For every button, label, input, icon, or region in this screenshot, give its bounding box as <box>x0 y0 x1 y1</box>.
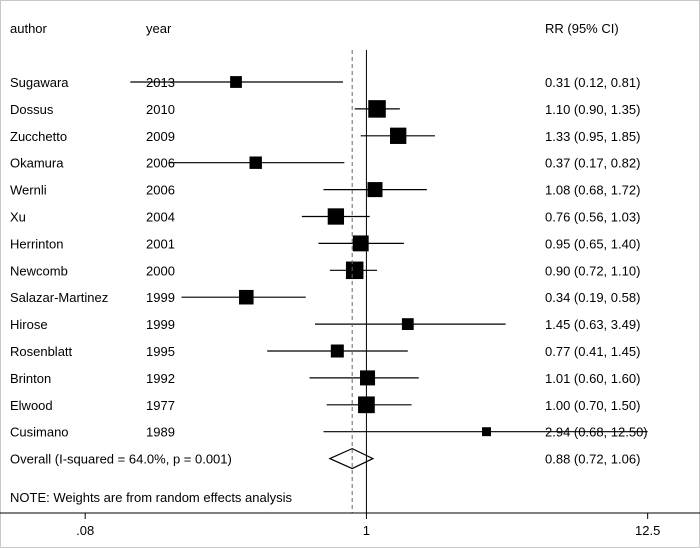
study-ci-label: 0.37 (0.17, 0.82) <box>545 156 640 171</box>
study-point-estimate <box>249 156 262 169</box>
study-author-label: Hirose <box>10 317 48 332</box>
study-year-label: 2006 <box>146 156 175 171</box>
study-ci-label: 1.08 (0.68, 1.72) <box>545 183 640 198</box>
study-year-label: 1995 <box>146 344 175 359</box>
study-author-label: Herrinton <box>10 236 63 251</box>
study-point-estimate <box>327 208 345 225</box>
overall-ci-label: 0.88 (0.72, 1.06) <box>545 452 640 467</box>
study-ci-label: 0.31 (0.12, 0.81) <box>545 75 640 90</box>
study-year-label: 2006 <box>146 183 175 198</box>
study-year-label: 2004 <box>146 210 175 225</box>
study-point-estimate <box>390 127 407 144</box>
study-author-label: Newcomb <box>10 263 68 278</box>
footnote: NOTE: Weights are from random effects an… <box>10 490 293 505</box>
study-author-label: Xu <box>10 210 26 225</box>
study-point-estimate <box>482 427 491 437</box>
study-author-label: Dossus <box>10 102 54 117</box>
study-year-label: 1999 <box>146 317 175 332</box>
study-author-label: Okamura <box>10 156 64 171</box>
overall-diamond <box>328 447 375 470</box>
study-ci-label: 0.90 (0.72, 1.10) <box>545 263 640 278</box>
study-author-label: Wernli <box>10 183 47 198</box>
study-year-label: 2000 <box>146 263 175 278</box>
study-ci-label: 1.45 (0.63, 3.49) <box>545 317 640 332</box>
reference-lines <box>351 50 367 513</box>
study-ci-label: 0.76 (0.56, 1.03) <box>545 210 640 225</box>
study-point-estimate <box>401 318 414 330</box>
study-point-estimate <box>330 344 344 358</box>
study-ci-label: 1.00 (0.70, 1.50) <box>545 398 640 413</box>
study-ci-label: 0.77 (0.41, 1.45) <box>545 344 640 359</box>
study-author-label: Zucchetto <box>10 129 67 144</box>
study-ci-label: 0.95 (0.65, 1.40) <box>545 236 640 251</box>
x-tick-label: 1 <box>363 523 370 538</box>
study-year-label: 1989 <box>146 425 175 440</box>
header-author: author <box>10 21 48 36</box>
study-ci-label: 1.10 (0.90, 1.35) <box>545 102 640 117</box>
study-author-label: Cusimano <box>10 425 69 440</box>
study-point-estimate <box>367 182 383 198</box>
x-axis: .08 1 12.5 <box>0 512 700 538</box>
study-year-label: 2001 <box>146 236 175 251</box>
study-author-label: Sugawara <box>10 75 69 90</box>
study-ci-label: 1.33 (0.95, 1.85) <box>545 129 640 144</box>
study-point-estimate <box>239 289 254 305</box>
study-point-estimate <box>360 370 376 386</box>
study-author-label: Salazar-Martinez <box>10 290 108 305</box>
study-point-estimate <box>368 100 386 118</box>
study-ci-label: 0.34 (0.19, 0.58) <box>545 290 640 305</box>
study-point-estimate <box>352 235 369 252</box>
overall-label: Overall (I-squared = 64.0%, p = 0.001) <box>10 452 232 467</box>
study-point-estimate <box>230 76 242 88</box>
study-rows: Sugawara 2013 0.31 (0.12, 0.81)Dossus 2010 1… <box>10 75 648 470</box>
study-year-label: 1977 <box>146 398 175 413</box>
study-ci-label: 1.01 (0.60, 1.60) <box>545 371 640 386</box>
study-year-label: 1999 <box>146 290 175 305</box>
study-point-estimate <box>345 261 364 280</box>
study-author-label: Elwood <box>10 398 53 413</box>
x-tick-label: 12.5 <box>635 523 660 538</box>
study-year-label: 2010 <box>146 102 175 117</box>
study-author-label: Rosenblatt <box>10 344 73 359</box>
x-tick-label: .08 <box>76 523 94 538</box>
header-year: year <box>146 21 172 36</box>
study-author-label: Brinton <box>10 371 51 386</box>
header-effect: RR (95% CI) <box>545 21 619 36</box>
study-year-label: 1992 <box>146 371 175 386</box>
study-year-label: 2009 <box>146 129 175 144</box>
